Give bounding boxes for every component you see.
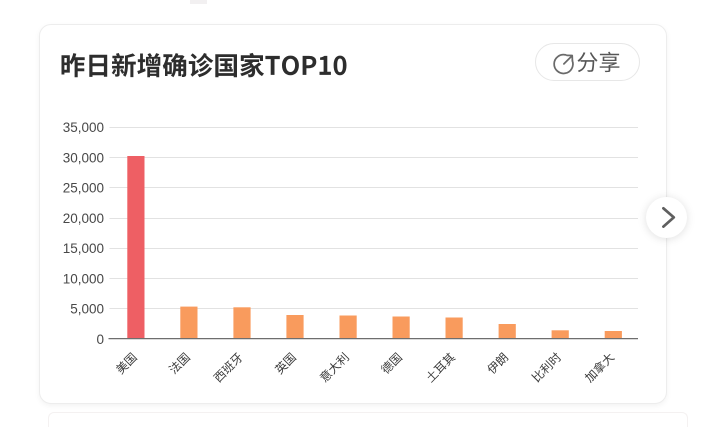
svg-text:5,000: 5,000 bbox=[70, 302, 104, 317]
svg-text:30,000: 30,000 bbox=[63, 150, 104, 165]
svg-text:0: 0 bbox=[96, 332, 104, 347]
svg-text:25,000: 25,000 bbox=[63, 181, 104, 196]
svg-text:35,000: 35,000 bbox=[63, 120, 104, 135]
svg-text:15,000: 15,000 bbox=[63, 241, 104, 256]
svg-text:20,000: 20,000 bbox=[63, 211, 104, 226]
svg-text:10,000: 10,000 bbox=[63, 271, 104, 286]
